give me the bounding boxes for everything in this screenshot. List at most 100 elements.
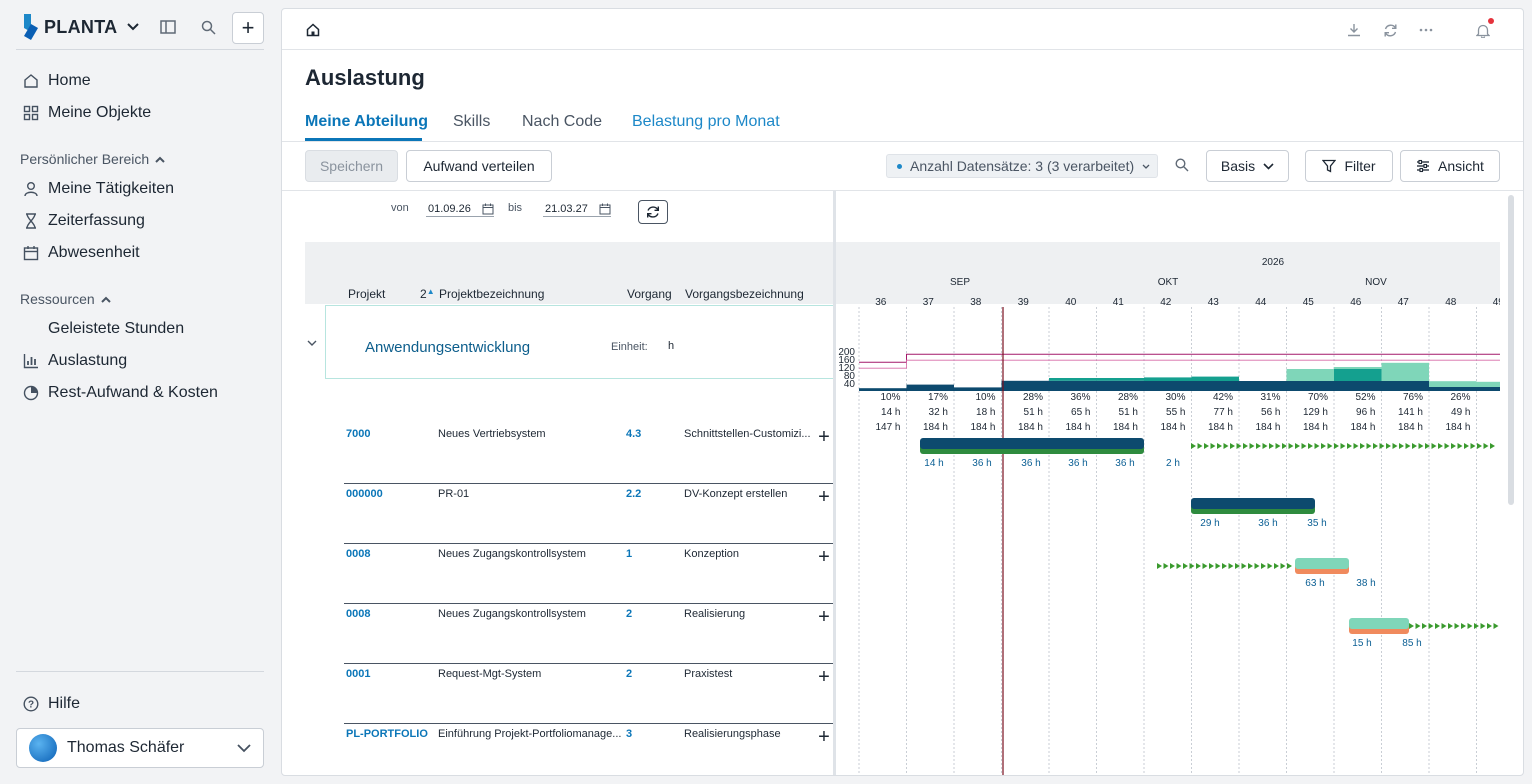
load-bar xyxy=(1286,369,1334,381)
week-label: 37 xyxy=(923,297,935,308)
add-row-button[interactable]: + xyxy=(818,726,830,748)
arrow-marker xyxy=(1236,443,1242,449)
arrow-marker xyxy=(1379,443,1385,449)
value-label: 65 h xyxy=(1071,407,1090,418)
tab-meine-abteilung[interactable]: Meine Abteilung xyxy=(305,113,428,130)
nav-item-home[interactable]: Home xyxy=(22,72,91,90)
value-label: 70% xyxy=(1308,392,1328,403)
section-ressourcen[interactable]: Ressourcen xyxy=(20,291,111,307)
view-label: Ansicht xyxy=(1438,158,1484,174)
add-row-button[interactable]: + xyxy=(818,666,830,688)
add-button[interactable]: + xyxy=(232,12,264,44)
value-label: 42% xyxy=(1213,392,1233,403)
distribute-effort-button[interactable]: Aufwand verteilen xyxy=(406,150,552,182)
calendar-icon[interactable] xyxy=(599,203,611,215)
view-button[interactable]: Ansicht xyxy=(1400,150,1500,182)
task-number[interactable]: 2 xyxy=(626,668,633,680)
arrow-marker xyxy=(1256,443,1261,449)
vertical-scrollbar[interactable] xyxy=(1508,195,1514,505)
load-bar xyxy=(1429,381,1477,387)
more-icon[interactable] xyxy=(1417,21,1435,39)
splitter[interactable] xyxy=(833,191,836,775)
year-label: 2026 xyxy=(1262,257,1285,268)
arrow-marker xyxy=(1493,623,1499,629)
collapse-icon[interactable] xyxy=(307,335,317,349)
task-number[interactable]: 2 xyxy=(626,608,633,620)
gantt-label: 35 h xyxy=(1307,518,1326,529)
row-separator xyxy=(344,603,834,604)
project-number[interactable]: PL-PORTFOLIO xyxy=(346,728,428,740)
y-tick-label: 40 xyxy=(844,379,856,390)
project-number[interactable]: 0008 xyxy=(346,548,371,560)
refresh-icon[interactable] xyxy=(1381,21,1399,39)
svg-text:?: ? xyxy=(27,700,33,711)
save-button[interactable]: Speichern xyxy=(305,150,398,182)
arrow-marker xyxy=(1444,443,1450,449)
col-header-vorgangsbezeichnung[interactable]: Vorgangsbezeichnung xyxy=(685,287,804,301)
search-icon[interactable] xyxy=(198,17,218,37)
col-header-projektbezeichnung[interactable]: Projektbezeichnung xyxy=(439,287,545,301)
filter-button[interactable]: Filter xyxy=(1305,150,1393,182)
basis-dropdown[interactable]: Basis xyxy=(1206,150,1289,182)
chevron-up-icon xyxy=(155,156,165,163)
project-number[interactable]: 000000 xyxy=(346,488,383,500)
add-row-button[interactable]: + xyxy=(818,486,830,508)
add-row-button[interactable]: + xyxy=(818,426,830,448)
value-label: 55 h xyxy=(1166,407,1185,418)
hourglass-icon xyxy=(22,213,39,230)
nav-item-zeiterfassung[interactable]: Zeiterfassung xyxy=(22,212,145,230)
home-icon[interactable] xyxy=(304,21,322,39)
gantt-label: 38 h xyxy=(1356,578,1375,589)
arrow-marker xyxy=(1197,443,1203,449)
arrow-marker xyxy=(1347,443,1352,449)
value-label: 147 h xyxy=(875,422,900,433)
download-icon[interactable] xyxy=(1345,21,1363,39)
arrow-marker xyxy=(1464,443,1469,449)
tab-skills[interactable]: Skills xyxy=(453,113,491,130)
refresh-dates-button[interactable] xyxy=(638,200,668,224)
task-number[interactable]: 2.2 xyxy=(626,488,642,500)
value-label: 49 h xyxy=(1451,407,1470,418)
load-bar xyxy=(1144,377,1192,381)
nav-item-meine-taetigkeiten[interactable]: Meine Tätigkeiten xyxy=(22,180,174,198)
section-persoenlicher-bereich[interactable]: Persönlicher Bereich xyxy=(20,151,165,167)
task-number[interactable]: 4.3 xyxy=(626,428,642,440)
project-name: Neues Vertriebsystem xyxy=(438,428,546,440)
bell-icon[interactable] xyxy=(1474,21,1492,39)
task-number[interactable]: 3 xyxy=(626,728,633,740)
col-header-vorgang[interactable]: Vorgang xyxy=(627,287,672,301)
add-row-button[interactable]: + xyxy=(818,546,830,568)
date-to-input[interactable]: 21.03.27 xyxy=(543,201,611,217)
search-icon[interactable] xyxy=(1173,156,1191,174)
divider xyxy=(16,49,264,50)
month-label: SEP xyxy=(950,277,970,288)
tab-belastung-pro-monat[interactable]: Belastung pro Monat xyxy=(632,113,780,130)
nav-item-geleistete-stunden[interactable]: Geleistete Stunden xyxy=(48,320,184,338)
calendar-icon[interactable] xyxy=(482,203,494,215)
nav-item-auslastung[interactable]: Auslastung xyxy=(22,352,127,370)
tab-nach-code[interactable]: Nach Code xyxy=(522,113,603,130)
project-number[interactable]: 7000 xyxy=(346,428,371,440)
y-tick-label: 160 xyxy=(838,355,855,366)
load-bar xyxy=(1239,381,1287,391)
nav-item-abwesenheit[interactable]: Abwesenheit xyxy=(22,244,140,262)
group-name[interactable]: Anwendungsentwicklung xyxy=(365,339,531,356)
user-menu[interactable]: Thomas Schäfer xyxy=(16,728,264,768)
project-number[interactable]: 0008 xyxy=(346,608,371,620)
task-number[interactable]: 1 xyxy=(626,548,633,560)
grid-header xyxy=(305,242,833,304)
records-dropdown[interactable]: Anzahl Datensätze: 3 (3 verarbeitet) xyxy=(886,154,1158,178)
project-number[interactable]: 0001 xyxy=(346,668,371,680)
sidebar-toggle-icon[interactable] xyxy=(158,17,178,37)
date-from-input[interactable]: 01.09.26 xyxy=(426,201,494,217)
grid-icon xyxy=(22,105,39,122)
nav-item-meine-objekte[interactable]: Meine Objekte xyxy=(22,104,151,122)
nav-item-rest-aufwand[interactable]: Rest-Aufwand & Kosten xyxy=(22,384,218,402)
nav-item-hilfe[interactable]: ? Hilfe xyxy=(22,695,80,713)
chevron-down-icon xyxy=(1142,164,1150,169)
y-tick-label: 200 xyxy=(838,347,855,358)
brand-menu[interactable]: PLANTA xyxy=(22,14,140,40)
add-row-button[interactable]: + xyxy=(818,606,830,628)
gantt-label: 14 h xyxy=(924,458,943,469)
col-header-projekt[interactable]: Projekt xyxy=(348,287,386,301)
